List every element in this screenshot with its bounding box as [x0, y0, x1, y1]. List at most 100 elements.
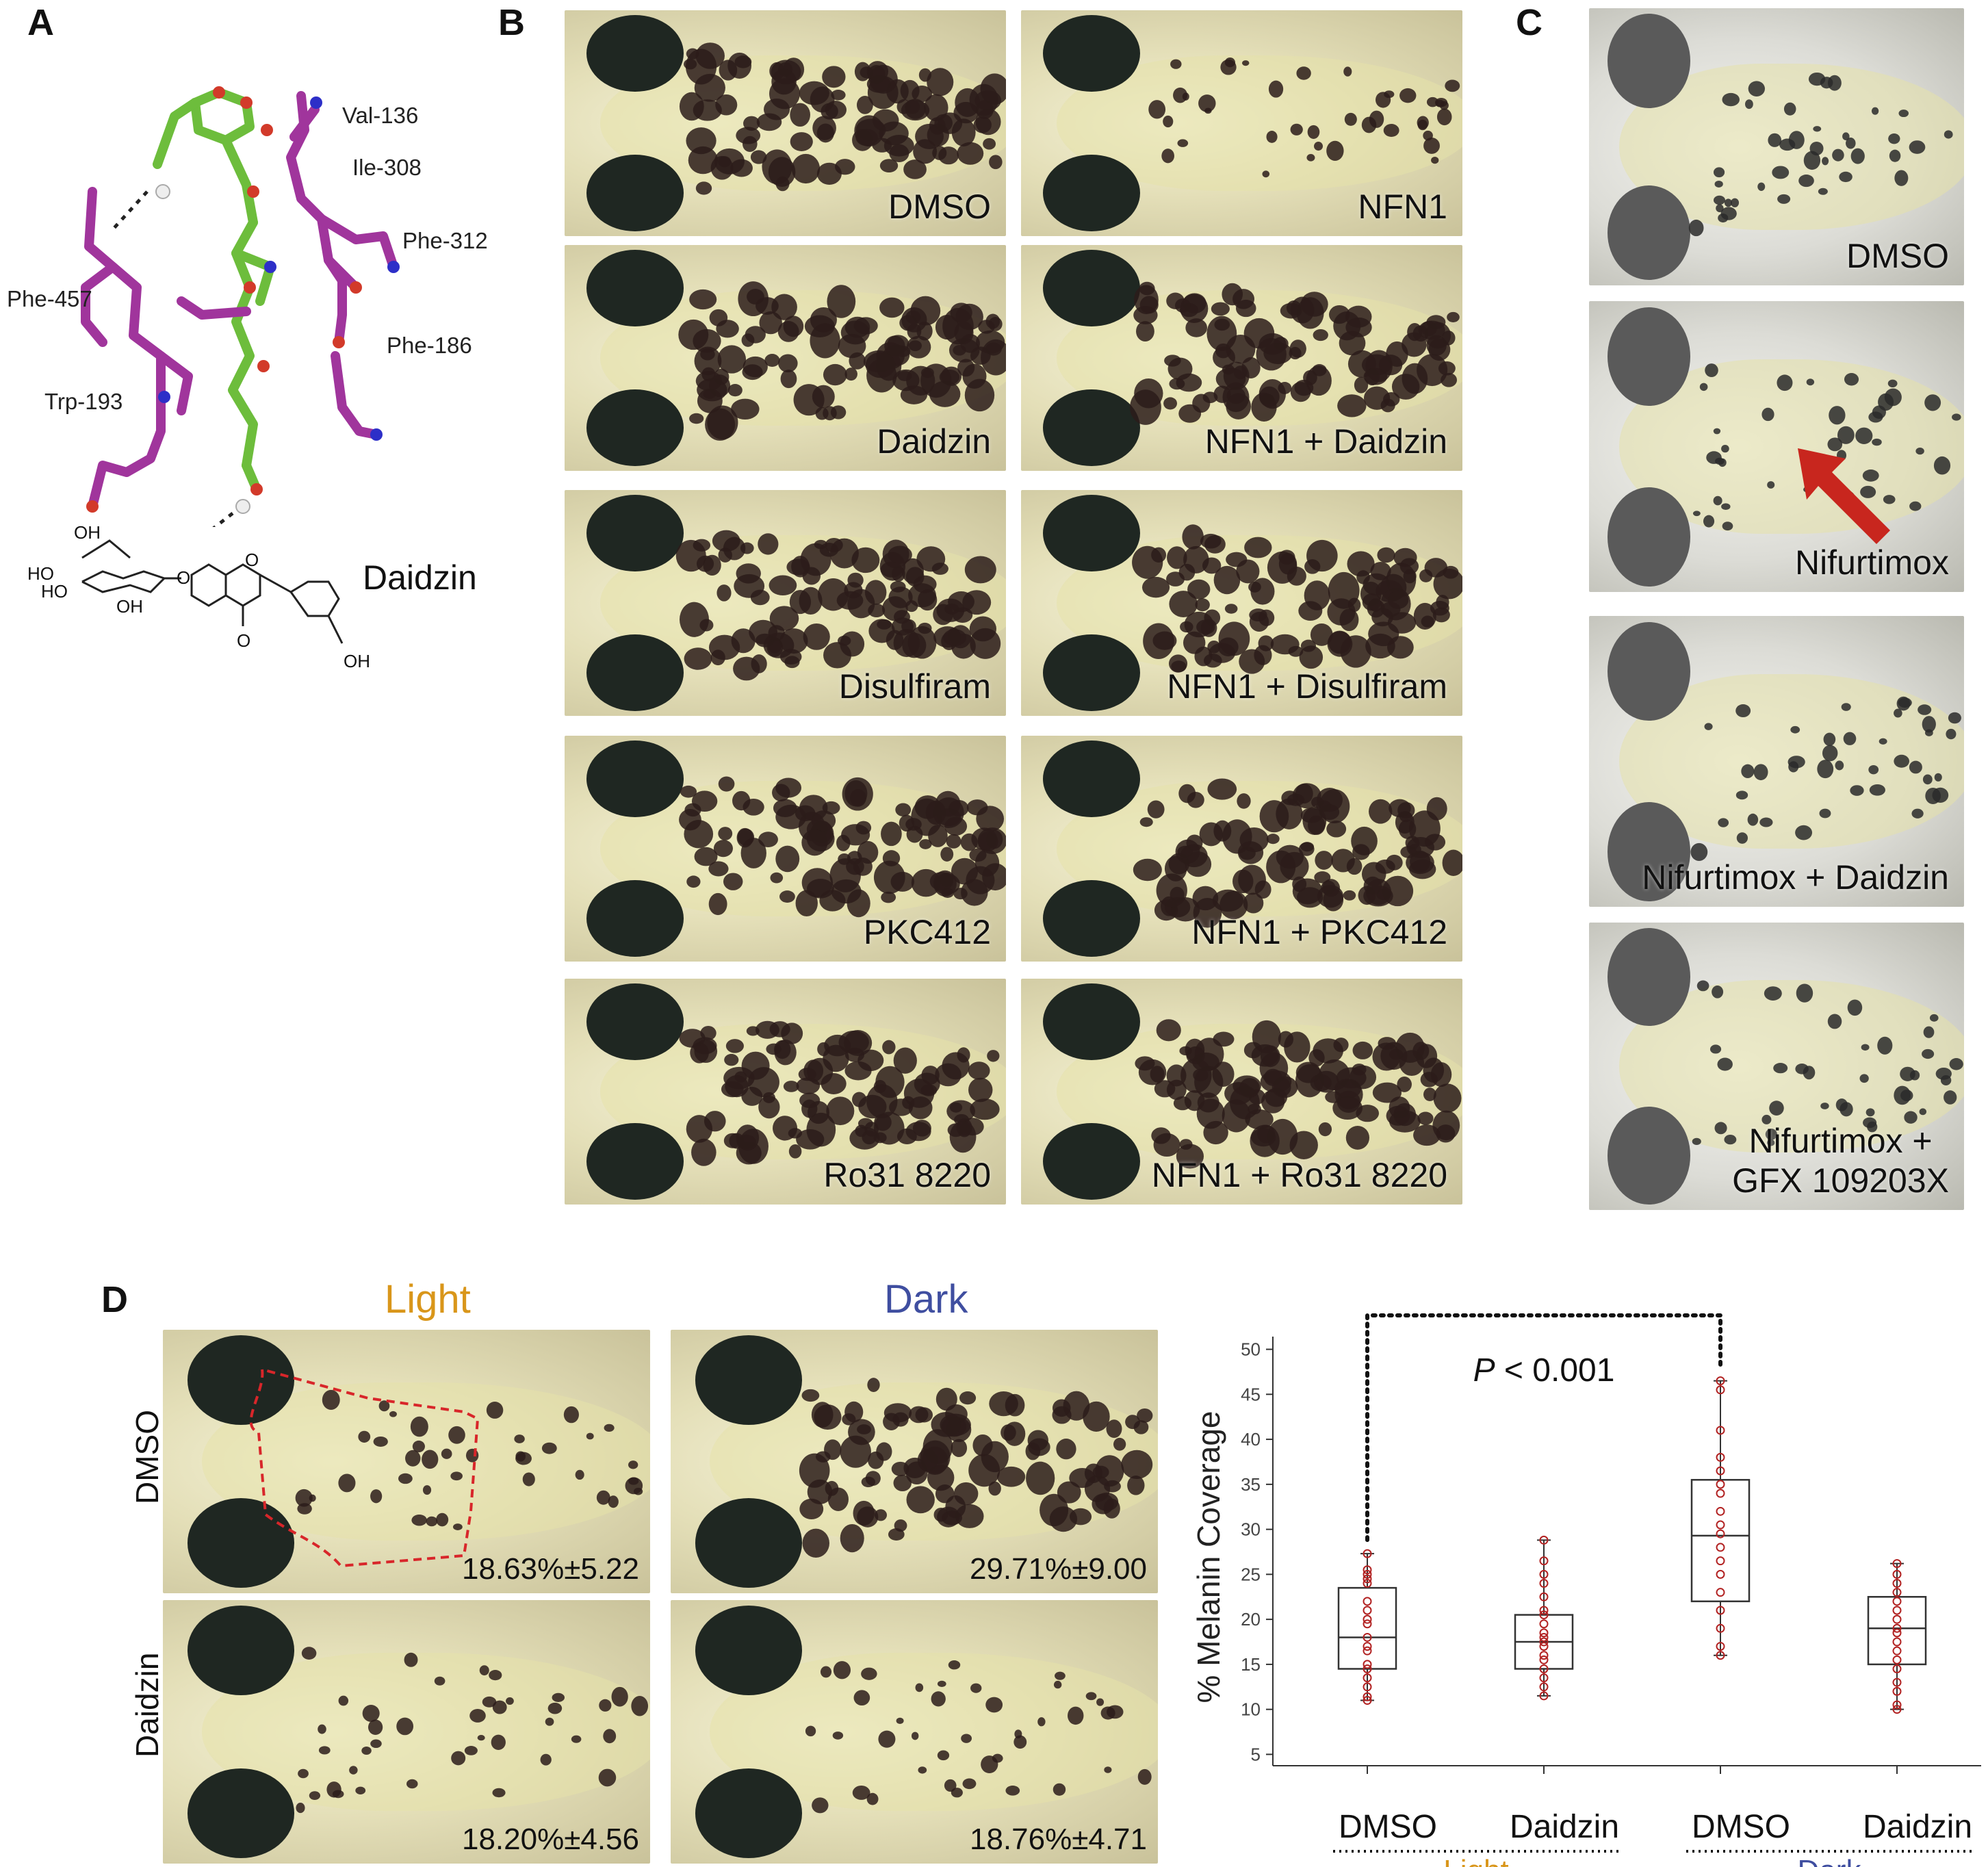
data-point-3-14	[1716, 1466, 1725, 1476]
structure-oh-mid: OH	[116, 596, 143, 617]
data-point-4-5	[1892, 1664, 1902, 1673]
eye-top	[1043, 14, 1141, 92]
residue-label-phe457: Phe-457	[7, 286, 92, 311]
data-point-2-6	[1539, 1651, 1549, 1660]
eye-bottom	[586, 389, 684, 467]
data-point-4-4	[1892, 1677, 1902, 1687]
structure-o-ring: O	[245, 550, 259, 570]
coverage-value-dmso-light: 18.63%±5.22	[461, 1552, 639, 1586]
y-axis-label: % Melanin Coverage	[1191, 1411, 1226, 1703]
residue-label-phe186: Phe-186	[387, 333, 472, 358]
data-point-3-2	[1716, 1642, 1725, 1651]
eye-bottom	[1608, 802, 1690, 901]
coverage-value-daidzin-dark: 18.76%±4.71	[969, 1823, 1147, 1856]
eye-bottom	[187, 1498, 295, 1588]
panel-label-c: C	[1516, 2, 1542, 43]
y-tick-label-30: 30	[1241, 1519, 1261, 1540]
panel-label-d: D	[101, 1279, 128, 1320]
data-point-1-10	[1363, 1619, 1372, 1629]
data-point-2-8	[1539, 1637, 1549, 1647]
data-point-1-4	[1363, 1673, 1372, 1683]
eye-bottom	[695, 1498, 803, 1588]
roi-outline	[249, 1367, 480, 1568]
larva-image-b-6: NFN1 + Disulfiram	[1021, 490, 1462, 716]
larva-image-c-3: Nifurtimox + Daidzin	[1589, 616, 1964, 907]
data-point-2-11	[1539, 1619, 1549, 1629]
data-point-2-5	[1539, 1655, 1549, 1664]
caption-b-9: Ro31 8220	[823, 1156, 991, 1194]
larva-image-d-dmso-light: 18.63%±5.22	[163, 1330, 650, 1593]
caption-b-1: DMSO	[888, 188, 991, 226]
eye-top	[1043, 740, 1141, 817]
melanophores	[678, 281, 1006, 441]
data-point-4-10	[1892, 1623, 1902, 1633]
data-point-3-3	[1716, 1623, 1725, 1633]
column-header-light: Light	[385, 1277, 471, 1322]
data-point-2-2	[1539, 1682, 1549, 1692]
group-label-dark: Dark	[1798, 1854, 1862, 1867]
melanophores	[1130, 281, 1460, 425]
eye-top	[1608, 928, 1690, 1027]
larva-image-b-1: DMSO	[565, 10, 1006, 236]
data-point-2-15	[1539, 1579, 1549, 1588]
red-arrow-icon	[1798, 448, 1890, 544]
larva-image-d-daidzin-dark: 18.76%±4.71	[671, 1600, 1158, 1864]
data-point-2-1	[1539, 1691, 1549, 1701]
data-point-3-8	[1716, 1543, 1725, 1552]
data-point-2-18	[1539, 1535, 1549, 1545]
caption-c-1: DMSO	[1846, 237, 1949, 275]
y-tick-label-35: 35	[1241, 1474, 1261, 1495]
caption-b-8: NFN1 + PKC412	[1191, 913, 1447, 951]
data-point-4-11	[1892, 1614, 1902, 1624]
data-point-1-17	[1363, 1565, 1372, 1575]
eye-bottom	[1608, 185, 1690, 280]
data-point-1-14	[1363, 1579, 1372, 1588]
data-point-4-9	[1892, 1628, 1902, 1638]
eye-top	[586, 14, 684, 92]
box-1	[1337, 1586, 1397, 1670]
data-point-1-7	[1363, 1646, 1372, 1656]
eye-bottom	[586, 155, 684, 232]
eye-bottom	[1043, 389, 1141, 467]
structure-ho-1: HO	[27, 563, 54, 584]
melanophores	[296, 1647, 649, 1814]
data-point-4-8	[1892, 1637, 1902, 1647]
eye-top	[1043, 494, 1141, 571]
coverage-value-daidzin-light: 18.20%±4.56	[461, 1823, 639, 1856]
data-point-3-1	[1716, 1651, 1725, 1660]
data-point-3-9	[1716, 1529, 1725, 1538]
data-point-1-15	[1363, 1574, 1372, 1584]
melanophores	[295, 1389, 643, 1530]
eye-bottom	[187, 1768, 295, 1859]
larva-image-d-dmso-dark: 29.71%±9.00	[671, 1330, 1158, 1593]
data-point-1-3	[1363, 1682, 1372, 1692]
data-point-3-15	[1716, 1452, 1725, 1462]
melanophores	[805, 1660, 1152, 1814]
group-label-light: Light	[1443, 1854, 1508, 1867]
melanophores	[1133, 778, 1462, 928]
eye-bottom	[1608, 1106, 1690, 1205]
y-tick-label-25: 25	[1241, 1564, 1261, 1584]
data-point-3-7	[1716, 1556, 1725, 1566]
data-point-4-7	[1892, 1646, 1902, 1656]
melanin-box-plot: % Melanin Coverage 5 10 15 20 25 30 35 40 45 50 P …	[1191, 1313, 1981, 1867]
y-tick-label-20: 20	[1241, 1609, 1261, 1630]
data-point-1-11	[1363, 1614, 1372, 1624]
larva-image-b-10: NFN1 + Ro31 8220	[1021, 979, 1462, 1205]
caption-b-2: NFN1	[1358, 188, 1447, 226]
eye-bottom	[586, 880, 684, 957]
larva-image-b-7: PKC412	[565, 736, 1006, 962]
caption-b-6: NFN1 + Disulfiram	[1167, 667, 1447, 706]
eye-top	[187, 1335, 295, 1425]
eye-bottom	[1043, 634, 1141, 712]
data-point-4-6	[1892, 1655, 1902, 1664]
data-point-2-16	[1539, 1569, 1549, 1579]
ligand-oxygens	[213, 86, 273, 495]
data-point-3-17	[1716, 1385, 1725, 1395]
data-point-3-10	[1716, 1520, 1725, 1530]
melanophores	[679, 776, 1006, 918]
eye-top	[1043, 983, 1141, 1060]
data-point-2-14	[1539, 1592, 1549, 1601]
melanophores	[1135, 1019, 1462, 1169]
larva-image-b-9: Ro31 8220	[565, 979, 1006, 1205]
